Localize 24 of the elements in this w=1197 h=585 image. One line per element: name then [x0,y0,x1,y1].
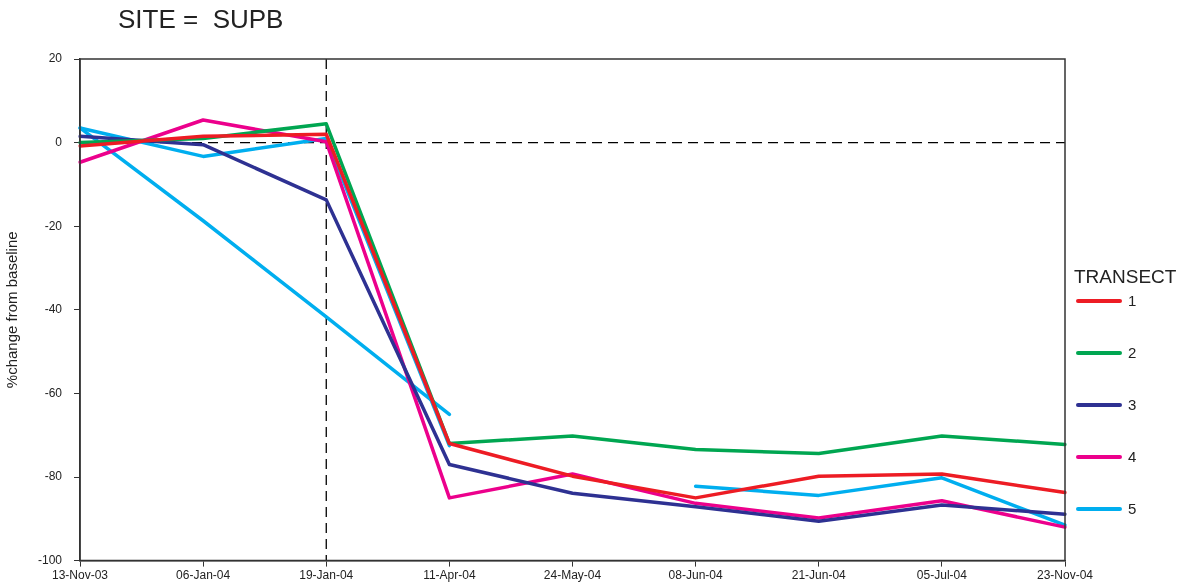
y-tick-label: -100 [37,552,63,567]
y-tick-label: -40 [44,302,63,317]
legend-title: TRANSECT [1074,266,1178,288]
y-tick-label: -20 [44,218,63,233]
x-tick-label: 21-Jun-04 [791,568,847,583]
x-tick-label: 06-Jan-04 [176,568,231,583]
legend-label: 3 [1128,396,1137,413]
legend-label: 5 [1128,500,1137,517]
y-axis-title: %change from baseline [3,231,21,389]
y-tick-label: -60 [44,385,63,400]
y-tick-label: 0 [55,134,63,149]
chart-title: SITE = SUPB [118,4,284,35]
legend-label: 4 [1128,448,1137,465]
x-tick-label: 23-Nov-04 [1036,568,1094,583]
x-tick-label: 08-Jun-04 [668,568,723,583]
y-tick-label: -80 [44,469,63,484]
legend-label: 1 [1128,292,1137,309]
x-tick-label: 05-Jul-04 [916,568,968,583]
y-tick-label: 20 [48,51,63,66]
x-tick-label: 24-May-04 [543,568,602,583]
legend-label: 2 [1128,344,1137,361]
x-tick-label: 19-Jan-04 [299,568,354,583]
x-tick-label: 13-Nov-03 [52,568,109,583]
x-tick-label: 11-Apr-04 [423,568,476,583]
